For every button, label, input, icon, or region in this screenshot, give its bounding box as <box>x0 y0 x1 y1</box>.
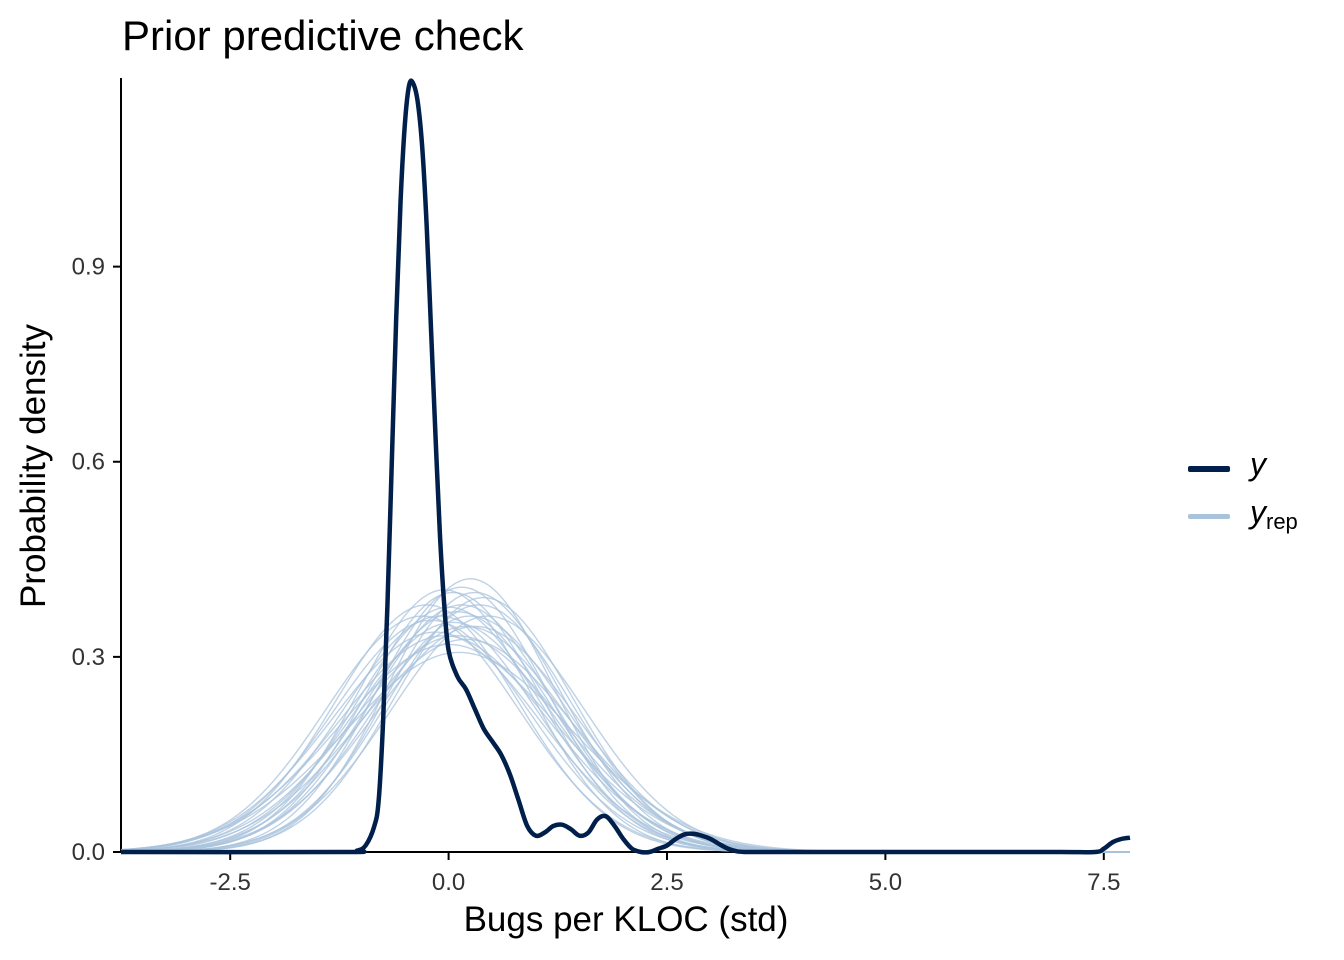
series-y <box>120 78 1131 855</box>
legend-key-yrep <box>1188 514 1230 519</box>
x-tick-label: 7.5 <box>1087 869 1120 896</box>
x-tick-label: 5.0 <box>869 869 902 896</box>
legend-label-y: y <box>1250 446 1266 483</box>
x-axis-title-text: Bugs per KLOC (std) <box>463 900 789 939</box>
series-yrep <box>120 578 1130 853</box>
yrep-line <box>120 625 1130 853</box>
legend-label-yrep: yrep <box>1250 494 1298 535</box>
x-tick-label: 0.0 <box>432 869 465 896</box>
legend-label-yrep-sub: rep <box>1266 509 1298 534</box>
legend-label-y-main: y <box>1250 446 1266 482</box>
yrep-line <box>120 596 1130 853</box>
y-tick-label: 0.3 <box>72 644 105 671</box>
legend-key-y <box>1188 466 1230 472</box>
y-axis-title: Probability density <box>14 323 53 609</box>
y-tick-label: 0.0 <box>72 839 105 866</box>
chart-title: Prior predictive check <box>122 12 524 59</box>
y-tick-label: 0.9 <box>72 254 105 281</box>
x-axis: -2.5 0.0 2.5 5.0 7.5 <box>121 851 1130 896</box>
y-tick-label: 0.6 <box>72 449 105 476</box>
x-tick-label: 2.5 <box>650 869 683 896</box>
yrep-line <box>120 625 1130 853</box>
y-line <box>120 78 1131 855</box>
legend-label-yrep-main: y <box>1250 494 1266 530</box>
x-tick-label: -2.5 <box>210 869 251 896</box>
y-axis: 0.0 0.3 0.6 0.9 <box>72 78 122 866</box>
